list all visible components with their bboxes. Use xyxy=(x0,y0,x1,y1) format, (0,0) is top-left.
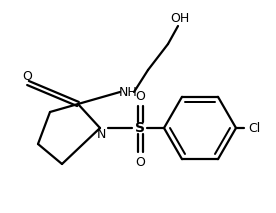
Text: NH: NH xyxy=(119,86,137,99)
Text: Cl: Cl xyxy=(248,121,260,134)
Text: O: O xyxy=(22,69,32,82)
Text: N: N xyxy=(96,128,106,141)
Text: OH: OH xyxy=(170,12,190,24)
Text: O: O xyxy=(135,89,145,102)
Text: O: O xyxy=(135,155,145,168)
Text: S: S xyxy=(135,121,145,135)
